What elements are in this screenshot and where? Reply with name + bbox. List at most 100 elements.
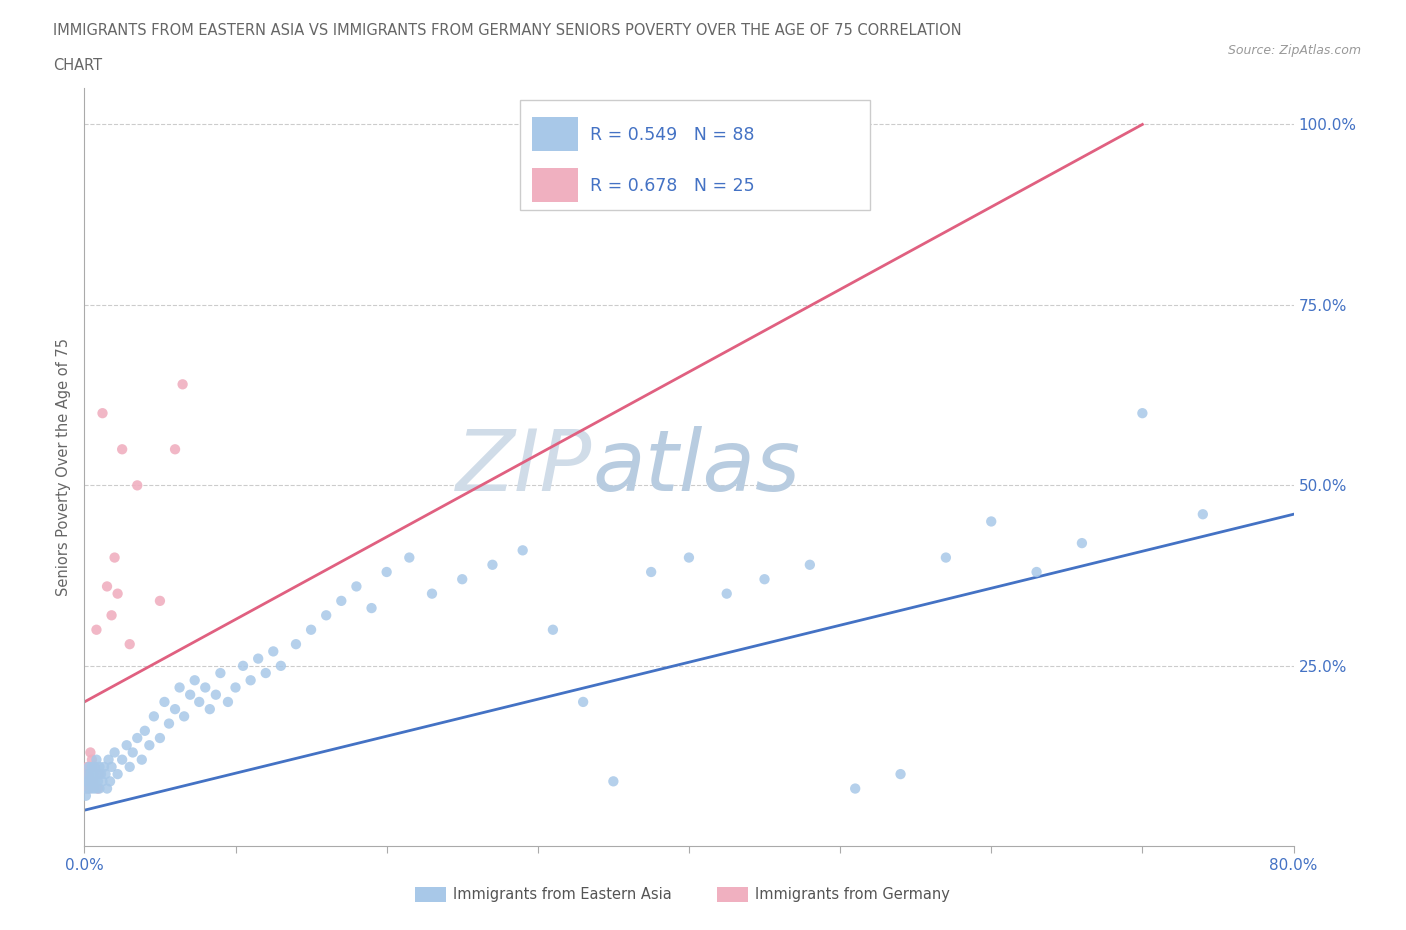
Point <box>89 781 111 796</box>
Point <box>254 666 277 681</box>
Point <box>754 572 776 587</box>
Text: atlas: atlas <box>592 426 800 509</box>
Point <box>86 781 108 796</box>
Point <box>93 760 115 775</box>
Point <box>315 608 337 623</box>
Point <box>1192 507 1215 522</box>
Point <box>149 731 172 746</box>
Point <box>86 752 108 767</box>
Point <box>84 774 107 789</box>
Point <box>77 760 100 775</box>
Point <box>172 377 194 392</box>
Point <box>87 781 110 796</box>
Point <box>79 766 101 781</box>
FancyBboxPatch shape <box>520 100 870 209</box>
Point <box>716 586 738 601</box>
Point <box>360 601 382 616</box>
Point <box>451 572 474 587</box>
Point <box>107 586 129 601</box>
Point <box>262 644 284 658</box>
Point <box>111 442 134 457</box>
Point <box>77 774 100 789</box>
Point <box>82 766 104 781</box>
Point <box>80 752 103 767</box>
Text: IMMIGRANTS FROM EASTERN ASIA VS IMMIGRANTS FROM GERMANY SENIORS POVERTY OVER THE: IMMIGRANTS FROM EASTERN ASIA VS IMMIGRAN… <box>53 23 962 38</box>
Point <box>97 752 120 767</box>
Point <box>375 565 398 579</box>
Point <box>75 789 97 804</box>
Point <box>285 637 308 652</box>
Point <box>96 579 118 594</box>
Point <box>198 702 221 717</box>
Point <box>830 117 852 132</box>
Point <box>118 760 141 775</box>
Point <box>86 622 108 637</box>
Point <box>179 687 201 702</box>
Point <box>844 781 866 796</box>
Point <box>127 478 149 493</box>
Point <box>398 551 420 565</box>
Point <box>80 774 103 789</box>
Point <box>270 658 292 673</box>
Text: CHART: CHART <box>53 58 103 73</box>
Point <box>165 702 187 717</box>
Text: Immigrants from Eastern Asia: Immigrants from Eastern Asia <box>453 887 672 902</box>
Point <box>239 672 262 687</box>
Point <box>512 543 534 558</box>
Point <box>94 766 117 781</box>
Point <box>183 672 205 687</box>
Point <box>96 781 118 796</box>
Point <box>165 442 187 457</box>
Point <box>91 774 114 789</box>
Point <box>121 745 143 760</box>
Point <box>111 752 134 767</box>
Point <box>75 781 97 796</box>
Point <box>77 766 100 781</box>
Point <box>194 680 217 695</box>
Point <box>76 766 98 781</box>
Point <box>299 622 322 637</box>
Point <box>420 586 443 601</box>
Point <box>90 766 112 781</box>
Point <box>89 766 111 781</box>
Point <box>79 745 101 760</box>
Point <box>980 514 1002 529</box>
Point <box>84 760 107 775</box>
Point <box>104 551 127 565</box>
Point <box>75 766 97 781</box>
Point <box>115 737 138 752</box>
Point <box>346 579 368 594</box>
Text: R = 0.549   N = 88: R = 0.549 N = 88 <box>589 126 754 144</box>
Text: Source: ZipAtlas.com: Source: ZipAtlas.com <box>1227 44 1361 57</box>
Point <box>173 709 195 724</box>
Point <box>572 695 595 710</box>
Point <box>80 760 103 775</box>
Point <box>82 774 104 789</box>
Point <box>225 680 247 695</box>
Point <box>935 551 957 565</box>
Text: R = 0.678   N = 25: R = 0.678 N = 25 <box>589 177 755 195</box>
Point <box>209 666 232 681</box>
Point <box>89 760 111 775</box>
Point <box>82 781 104 796</box>
Point <box>100 608 122 623</box>
Point <box>169 680 191 695</box>
FancyBboxPatch shape <box>531 117 578 152</box>
Point <box>481 557 503 572</box>
Point <box>118 637 141 652</box>
Point <box>217 695 239 710</box>
Point <box>134 724 156 738</box>
Point <box>1025 565 1047 579</box>
Point <box>77 781 100 796</box>
Point <box>138 737 160 752</box>
Point <box>153 695 176 710</box>
Point <box>678 551 700 565</box>
Point <box>127 731 149 746</box>
Point <box>76 774 98 789</box>
Point <box>890 766 912 781</box>
Point <box>131 752 153 767</box>
Point <box>247 651 270 666</box>
Point <box>541 622 564 637</box>
Point <box>98 774 121 789</box>
Point <box>142 709 165 724</box>
